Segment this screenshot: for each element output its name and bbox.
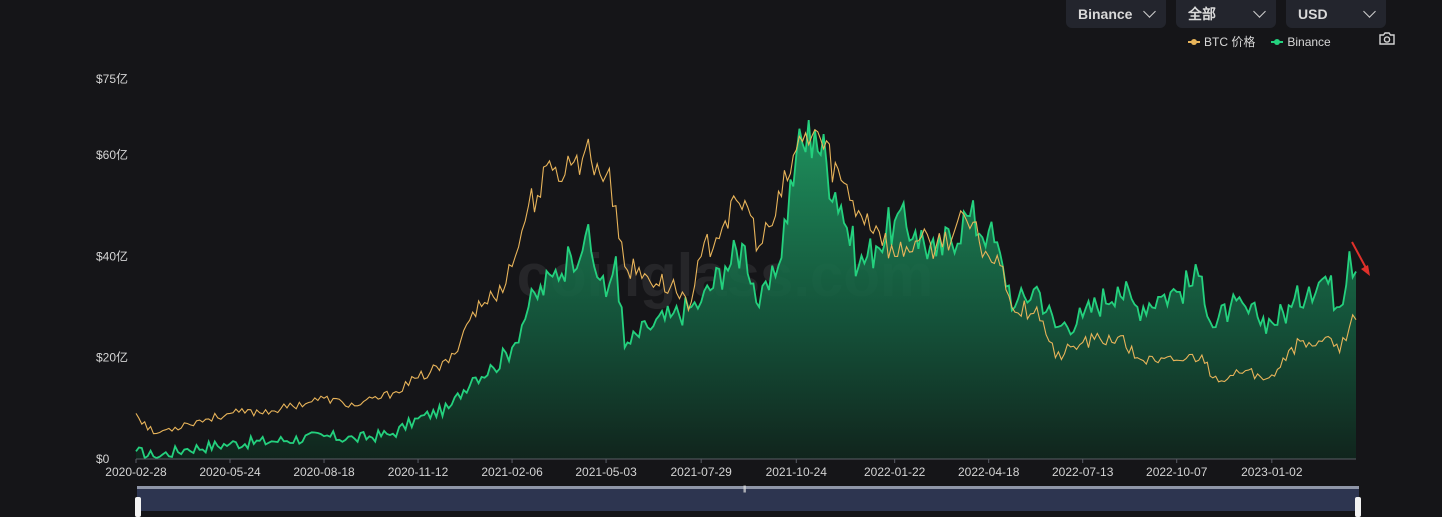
range-dropdown[interactable]: 全部 — [1176, 0, 1276, 28]
x-tick-label: 2020-08-18 — [293, 465, 355, 479]
x-tick-label: 2022-10-07 — [1146, 465, 1208, 479]
exchange-dropdown[interactable]: Binance — [1066, 0, 1166, 28]
x-tick-label: 2020-11-12 — [388, 465, 449, 479]
x-axis: 2020-02-28 2020-05-24 2020-08-18 2020-11-12… — [105, 459, 1303, 479]
zoom-handle-right[interactable] — [1355, 497, 1361, 517]
range-dropdown-label: 全部 — [1188, 6, 1216, 22]
legend-item-btc-price[interactable]: BTC 价格 — [1188, 33, 1255, 50]
chart-area: $0$20亿$40亿$60亿$75亿 2020-02-28 2020-05-24 2… — [96, 71, 1370, 479]
x-tick-label: 2020-02-28 — [105, 465, 167, 479]
y-axis: $0 $20亿 $40亿 $60亿 $75亿 — [96, 71, 128, 466]
zoom-slider[interactable]: ||| — [135, 486, 1361, 517]
y-tick-label: $0 — [96, 452, 110, 466]
y-tick-label: $60亿 — [96, 147, 128, 162]
x-tick-label: 2022-01-22 — [864, 465, 926, 479]
legend-item-binance[interactable]: Binance — [1271, 33, 1331, 50]
x-tick-label: 2022-07-13 — [1052, 465, 1114, 479]
chart-legend: BTC 价格 Binance — [1188, 33, 1331, 50]
y-tick-label: $20亿 — [96, 350, 128, 365]
zoom-handle-left[interactable] — [135, 497, 141, 517]
red-arrow — [1351, 241, 1370, 276]
currency-dropdown[interactable]: USD — [1286, 0, 1386, 28]
x-tick-label: 2020-05-24 — [199, 465, 261, 479]
currency-dropdown-label: USD — [1298, 6, 1328, 22]
legend-swatch-binance — [1271, 38, 1284, 45]
legend-swatch-btc-price — [1188, 38, 1200, 45]
x-tick-label: 2022-04-18 — [958, 465, 1020, 479]
x-tick-label: 2021-05-03 — [575, 465, 637, 479]
camera-icon[interactable] — [1378, 31, 1396, 46]
exchange-dropdown-label: Binance — [1078, 6, 1133, 22]
x-tick-label: 2021-02-06 — [481, 465, 543, 479]
legend-label-binance: Binance — [1287, 34, 1331, 49]
x-tick-label: 2021-10-24 — [766, 465, 828, 479]
legend-label-btc-price: BTC 价格 — [1204, 35, 1256, 49]
btc-price-series-line — [135, 128, 1357, 435]
binance-area — [136, 120, 1356, 459]
y-tick-label: $75亿 — [96, 71, 128, 86]
y-tick-label: $40亿 — [96, 248, 128, 263]
x-tick-label: 2021-07-29 — [670, 465, 732, 479]
x-tick-label: 2023-01-02 — [1241, 465, 1303, 479]
binance-series-line — [135, 120, 1357, 460]
zoom-grip-icon[interactable]: ||| — [743, 486, 747, 493]
